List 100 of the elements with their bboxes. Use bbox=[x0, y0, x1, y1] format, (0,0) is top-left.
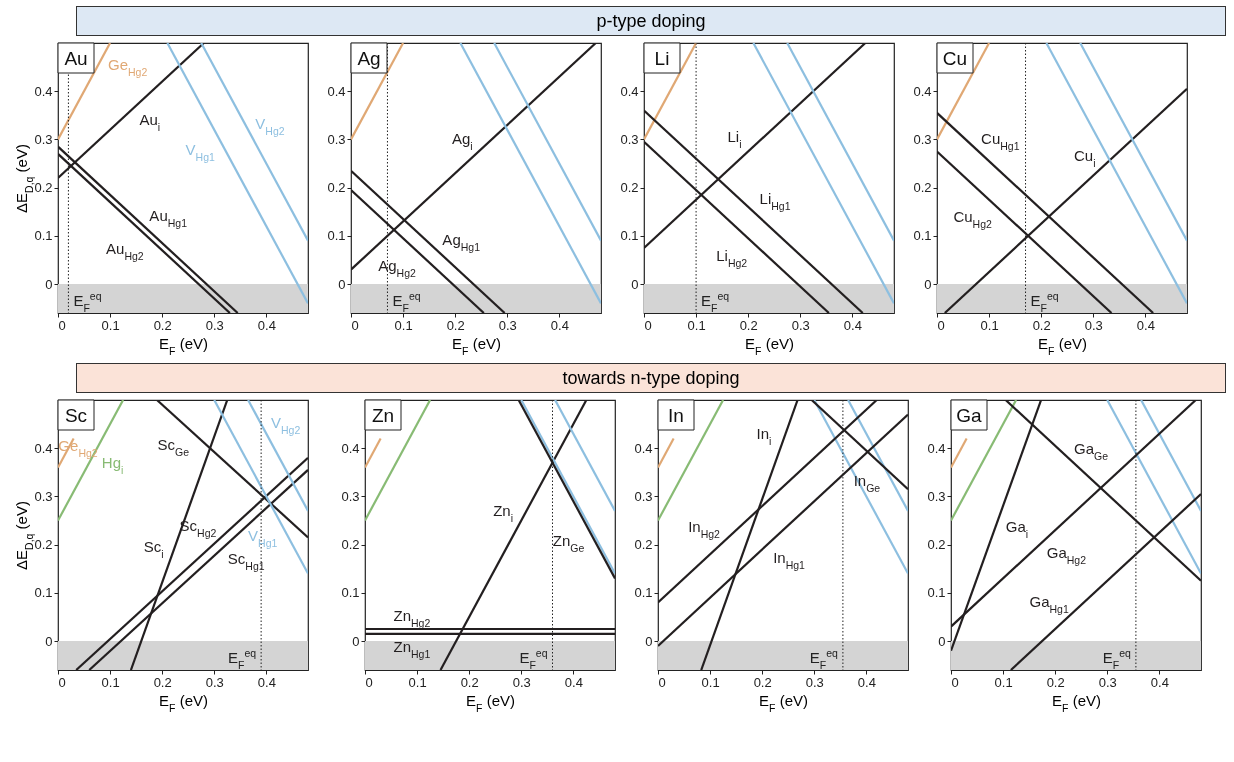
y-tick-label: 0.1 bbox=[634, 585, 653, 601]
y-tick-label: 0.1 bbox=[341, 585, 360, 601]
y-tick-label: 0.3 bbox=[620, 131, 639, 147]
x-tick-label: 0.1 bbox=[701, 674, 720, 690]
text: p-type doping bbox=[76, 6, 1226, 36]
x-tick-label: 0.1 bbox=[394, 317, 413, 333]
y-tick-label: 0.3 bbox=[634, 488, 653, 504]
annotation: In$_{Hg2}$ bbox=[688, 517, 721, 540]
chart-title: Cu bbox=[942, 48, 968, 69]
chart-title: Ag bbox=[357, 48, 381, 69]
x-tick-label: 0 bbox=[951, 674, 959, 690]
annotation: Zn$_{Ge}$ bbox=[552, 532, 585, 555]
y-tick-label: 0.3 bbox=[34, 131, 53, 147]
annotation: Li$_{Hg1}$ bbox=[759, 189, 791, 212]
y-tick-label: 0 bbox=[338, 276, 346, 292]
annotation: Hg$_{i}$ bbox=[101, 453, 124, 476]
y-tick-label: 0.2 bbox=[327, 180, 346, 196]
annotation: V$_{Hg1}$ bbox=[185, 140, 215, 163]
y-tick-label: 0 bbox=[645, 633, 653, 649]
y-tick-label: 0.3 bbox=[927, 488, 946, 504]
chart-title: Au bbox=[64, 48, 88, 69]
x-tick-label: 0.4 bbox=[1150, 674, 1169, 690]
y-tick-label: 0.1 bbox=[327, 228, 346, 244]
y-tick-label: 0.3 bbox=[913, 131, 932, 147]
y-tick-label: 0.2 bbox=[34, 180, 53, 196]
y-tick-label: 0.2 bbox=[341, 537, 360, 553]
annotation: Sc$_{Hg1}$ bbox=[227, 550, 265, 573]
y-tick-label: 0.4 bbox=[634, 440, 653, 456]
y-tick-label: 0.4 bbox=[34, 83, 53, 99]
chart-title: Zn bbox=[371, 405, 395, 426]
chart-title: In bbox=[668, 405, 684, 426]
x-axis-title: E$_{F}$ (eV) bbox=[745, 334, 794, 357]
x-axis-title: E$_{F}$ (eV) bbox=[159, 691, 208, 714]
x-tick-label: 0.2 bbox=[1032, 317, 1051, 333]
y-tick-label: 0 bbox=[45, 633, 53, 649]
y-tick-label: 0 bbox=[631, 276, 639, 292]
text: towards n-type doping bbox=[76, 363, 1226, 393]
x-tick-label: 0.3 bbox=[205, 317, 224, 333]
chart-title: Ga bbox=[956, 405, 983, 426]
x-axis-title: E$_{F}$ (eV) bbox=[159, 334, 208, 357]
y-tick-label: 0.2 bbox=[927, 537, 946, 553]
x-tick-label: 0.1 bbox=[994, 674, 1013, 690]
y-tick-label: 0.3 bbox=[327, 131, 346, 147]
x-tick-label: 0.2 bbox=[446, 317, 465, 333]
x-tick-label: 0.1 bbox=[101, 674, 120, 690]
x-tick-label: 0.1 bbox=[408, 674, 427, 690]
y-tick-label: 0.1 bbox=[927, 585, 946, 601]
x-tick-label: 0.3 bbox=[512, 674, 531, 690]
annotation: Ag$_{Hg1}$ bbox=[442, 230, 481, 253]
annotation: Au$_{i}$ bbox=[139, 111, 161, 134]
y-tick-label: 0.1 bbox=[620, 228, 639, 244]
x-tick-label: 0.4 bbox=[257, 317, 276, 333]
x-tick-label: 0 bbox=[365, 674, 373, 690]
x-tick-label: 0.3 bbox=[791, 317, 810, 333]
x-tick-label: 0.4 bbox=[843, 317, 862, 333]
y-tick-label: 0.4 bbox=[34, 440, 53, 456]
annotation: Zn$_{Hg2}$ bbox=[393, 607, 431, 630]
annotation: V$_{Hg2}$ bbox=[255, 115, 285, 138]
annotation: Ge$_{Hg2}$ bbox=[108, 55, 148, 78]
x-tick-label: 0.4 bbox=[550, 317, 569, 333]
x-tick-label: 0.3 bbox=[205, 674, 224, 690]
annotation: Sc$_{Ge}$ bbox=[157, 435, 190, 458]
y-tick-label: 0.4 bbox=[927, 440, 946, 456]
annotation: Cu$_{Hg1}$ bbox=[981, 129, 1020, 152]
annotation: Ga$_{Ge}$ bbox=[1074, 439, 1109, 462]
y-tick-label: 0.4 bbox=[327, 83, 346, 99]
annotation: Ga$_{i}$ bbox=[1005, 518, 1029, 541]
x-tick-label: 0 bbox=[658, 674, 666, 690]
x-axis-title: E$_{F}$ (eV) bbox=[759, 691, 808, 714]
annotation: In$_{i}$ bbox=[756, 425, 772, 448]
x-axis-title: E$_{F}$ (eV) bbox=[1038, 334, 1087, 357]
annotation: Ag$_{Hg2}$ bbox=[378, 256, 417, 279]
annotation: Cu$_{i}$ bbox=[1074, 147, 1096, 170]
y-tick-label: 0.4 bbox=[620, 83, 639, 99]
annotation: V$_{Hg2}$ bbox=[270, 414, 301, 437]
x-axis-title: E$_{F}$ (eV) bbox=[466, 691, 515, 714]
x-tick-label: 0 bbox=[58, 317, 66, 333]
annotation: Ga$_{Hg1}$ bbox=[1029, 592, 1069, 615]
y-tick-label: 0.4 bbox=[913, 83, 932, 99]
annotation: V$_{Hg1}$ bbox=[248, 526, 278, 549]
y-tick-label: 0.2 bbox=[634, 537, 653, 553]
x-tick-label: 0.2 bbox=[153, 317, 172, 333]
x-tick-label: 0.2 bbox=[739, 317, 758, 333]
x-tick-label: 0.4 bbox=[564, 674, 583, 690]
annotation: Au$_{Hg1}$ bbox=[149, 206, 188, 229]
annotation: Zn$_{i}$ bbox=[493, 501, 514, 524]
annotation: Sc$_{i}$ bbox=[143, 537, 164, 560]
y-tick-label: 0 bbox=[938, 633, 946, 649]
x-tick-label: 0.2 bbox=[753, 674, 772, 690]
y-tick-label: 0 bbox=[924, 276, 932, 292]
x-tick-label: 0 bbox=[58, 674, 66, 690]
x-axis-title: E$_{F}$ (eV) bbox=[452, 334, 501, 357]
y-tick-label: 0.1 bbox=[34, 585, 53, 601]
y-tick-label: 0.1 bbox=[913, 228, 932, 244]
annotation: Li$_{Hg2}$ bbox=[716, 247, 748, 270]
x-tick-label: 0.3 bbox=[1084, 317, 1103, 333]
annotation: Li$_{i}$ bbox=[727, 127, 742, 150]
x-tick-label: 0.2 bbox=[460, 674, 479, 690]
annotation: Cu$_{Hg2}$ bbox=[953, 208, 993, 231]
y-tick-label: 0.2 bbox=[913, 180, 932, 196]
